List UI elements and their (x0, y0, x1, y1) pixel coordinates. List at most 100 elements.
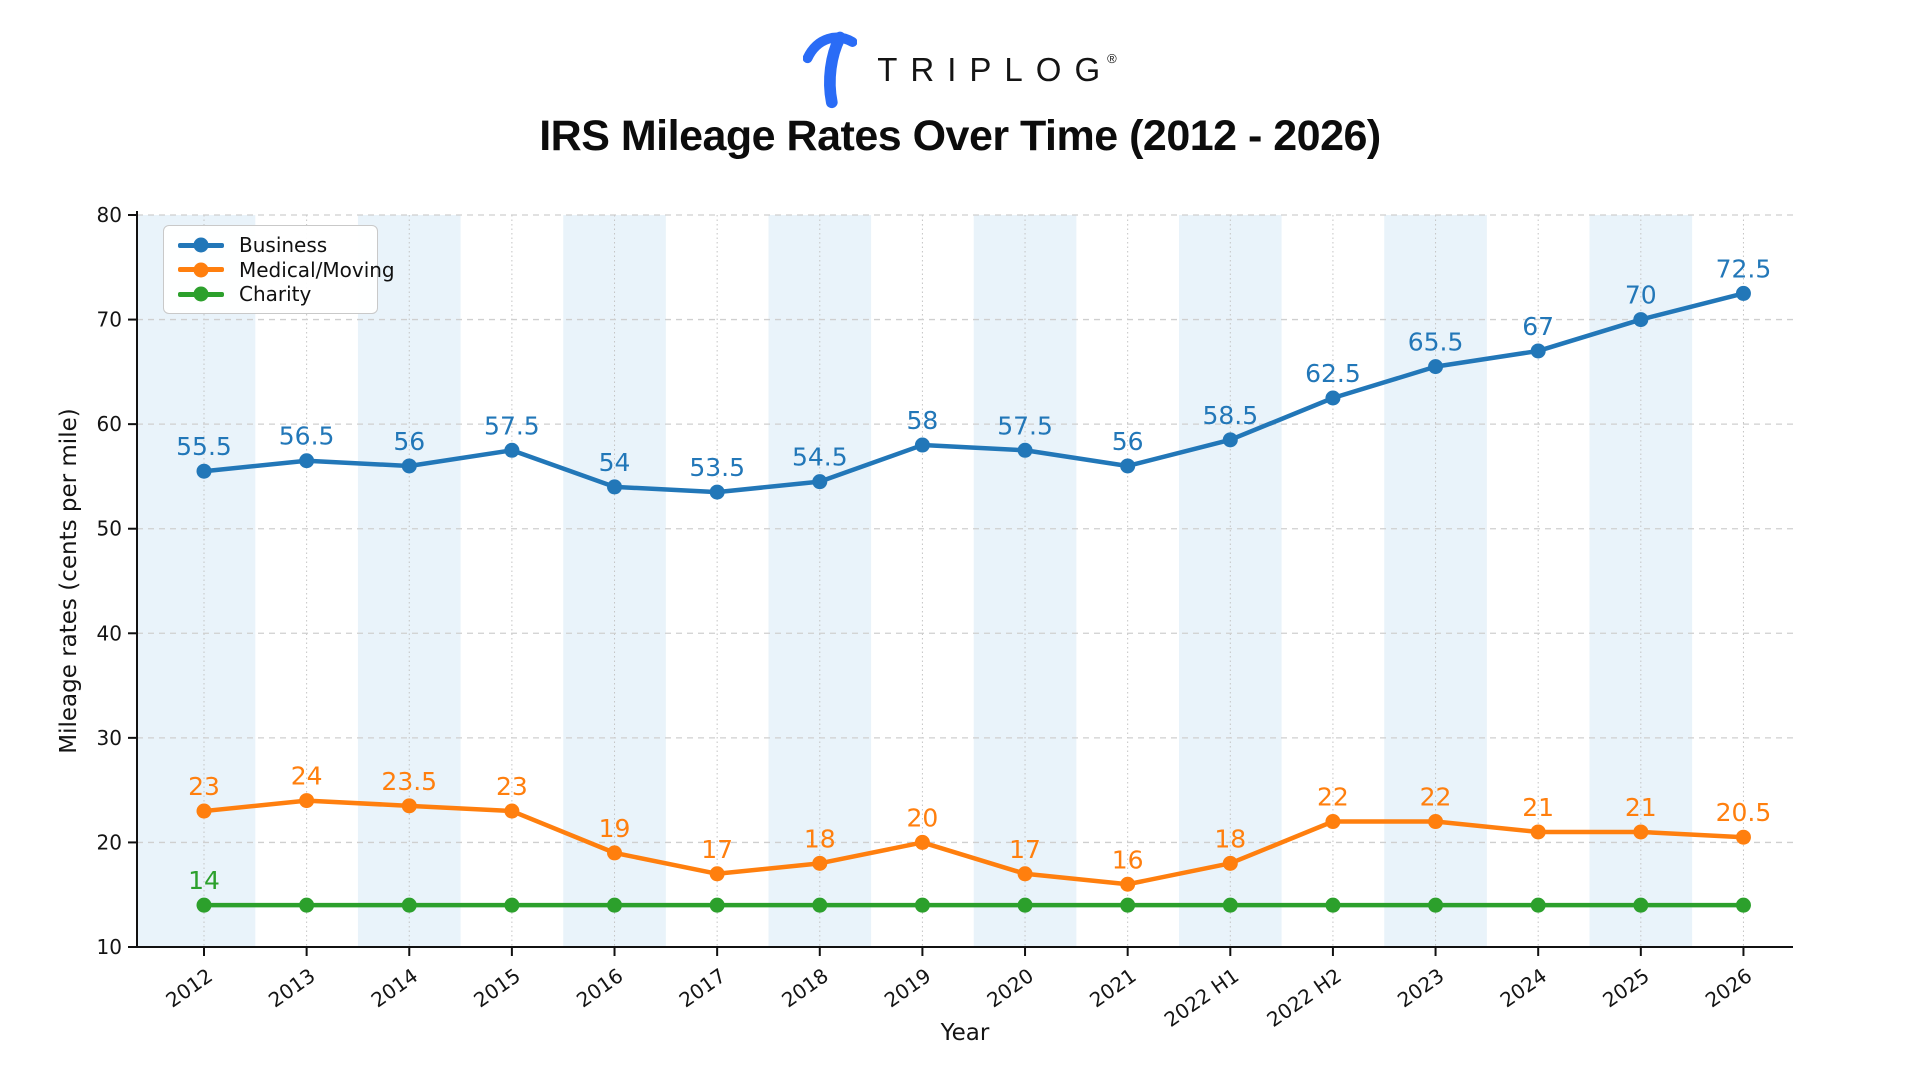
legend-item-charity: Charity (178, 284, 363, 304)
marker (299, 897, 315, 913)
x-tick-label: 2021 (1085, 963, 1140, 1012)
y-tick-label: 50 (97, 517, 122, 541)
data-label: 54 (599, 448, 631, 477)
marker (1633, 897, 1649, 913)
x-tick-label: 2017 (675, 963, 730, 1012)
data-label: 22 (1420, 783, 1452, 812)
data-label: 57.5 (484, 411, 540, 440)
data-label: 23.5 (381, 767, 437, 796)
marker (1222, 855, 1238, 871)
x-tick-label: 2013 (264, 963, 319, 1012)
data-label: 58 (907, 406, 939, 435)
triplog-logo: TRIPLOG® (0, 26, 1920, 112)
legend-item-medical-moving: Medical/Moving (178, 260, 395, 280)
marker (1735, 285, 1751, 301)
x-tick-label: 2018 (777, 963, 832, 1012)
legend-label: Business (239, 233, 328, 257)
marker (196, 803, 212, 819)
y-axis-title: Mileage rates (cents per mile) (56, 408, 82, 753)
data-label: 62.5 (1305, 359, 1361, 388)
marker (607, 845, 623, 861)
y-tick-label: 40 (97, 621, 122, 645)
registered-mark: ® (1107, 51, 1117, 66)
legend-item-business: Business (178, 235, 363, 255)
data-label: 72.5 (1716, 254, 1772, 283)
marker (504, 442, 520, 458)
marker (504, 803, 520, 819)
data-label: 53.5 (689, 453, 745, 482)
x-tick-label: 2023 (1393, 963, 1448, 1012)
data-label: 17 (1009, 835, 1041, 864)
x-tick-label: 2022 H1 (1160, 963, 1243, 1031)
marker (1735, 897, 1751, 913)
data-label: 18 (804, 824, 836, 853)
marker (709, 484, 725, 500)
marker (1120, 897, 1136, 913)
marker (1530, 897, 1546, 913)
marker (299, 793, 315, 809)
x-tick-label: 2012 (161, 963, 216, 1012)
x-tick-label: 2024 (1496, 963, 1551, 1012)
background-band (138, 215, 256, 947)
x-tick-label: 2020 (982, 963, 1037, 1012)
logo-wordmark: TRIPLOG® (877, 51, 1117, 88)
x-axis-title: Year (940, 1020, 990, 1046)
data-label: 20 (907, 803, 939, 832)
data-label: 55.5 (176, 432, 232, 461)
marker (1735, 829, 1751, 845)
marker (1530, 824, 1546, 840)
legend-line-swatch (178, 286, 224, 302)
marker (401, 458, 417, 474)
data-label: 23 (188, 772, 220, 801)
data-label: 56 (1112, 427, 1144, 456)
marker (1017, 897, 1033, 913)
data-label: 21 (1522, 793, 1554, 822)
data-label: 65.5 (1408, 328, 1464, 357)
legend-label: Medical/Moving (239, 257, 395, 282)
y-tick-label: 80 (97, 203, 122, 227)
data-label: 19 (599, 814, 631, 843)
legend-line-swatch (178, 262, 224, 277)
data-label: 14 (188, 866, 220, 895)
marker (1530, 343, 1546, 359)
data-label: 16 (1112, 845, 1144, 874)
data-label: 67 (1522, 312, 1554, 341)
data-label: 56.5 (279, 422, 335, 451)
marker (196, 463, 212, 479)
x-tick-label: 2022 H2 (1262, 963, 1345, 1031)
marker (607, 479, 623, 495)
marker (1633, 824, 1649, 840)
marker (1222, 897, 1238, 913)
page-title: IRS Mileage Rates Over Time (2012 - 2026… (539, 112, 1381, 160)
marker (914, 437, 930, 453)
x-tick-label: 2014 (367, 963, 422, 1012)
marker (812, 474, 828, 490)
marker (1120, 876, 1136, 892)
y-tick-label: 60 (97, 412, 122, 436)
legend: Business Medical/Moving Charity (163, 225, 395, 314)
marker (1428, 897, 1444, 913)
legend-marker-dot (193, 286, 209, 302)
marker (401, 798, 417, 814)
legend-line-swatch (178, 237, 224, 253)
x-tick-label: 2015 (469, 963, 524, 1012)
data-label: 23 (496, 772, 528, 801)
legend-label: Charity (239, 282, 312, 306)
marker (1325, 897, 1341, 913)
marker (812, 897, 828, 913)
data-label: 17 (701, 835, 733, 864)
y-tick-label: 30 (97, 726, 122, 750)
x-tick-label: 2016 (572, 963, 627, 1012)
marker (709, 897, 725, 913)
y-tick-label: 10 (97, 935, 122, 959)
data-label: 21 (1625, 793, 1657, 822)
data-label: 24 (291, 762, 323, 791)
marker (299, 453, 315, 469)
data-label: 56 (393, 427, 425, 456)
marker (1325, 390, 1341, 406)
marker (914, 834, 930, 850)
data-label: 20.5 (1716, 798, 1772, 827)
marker (709, 866, 725, 882)
data-label: 18 (1214, 824, 1246, 853)
